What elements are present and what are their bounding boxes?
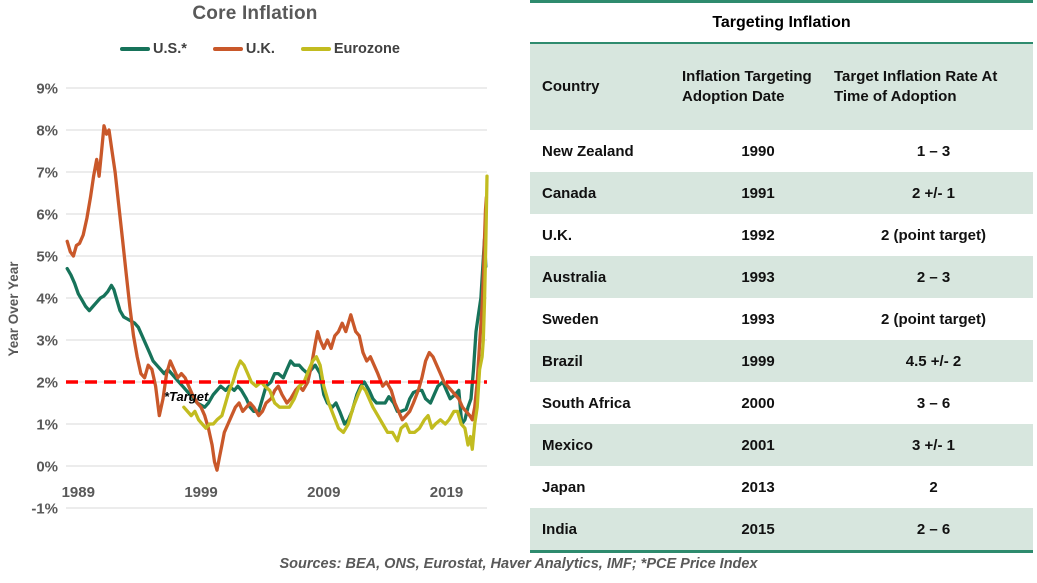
country-cell: Mexico	[542, 436, 593, 454]
y-tick-label: 0%	[36, 459, 58, 476]
table-row: Australia 1993 2 – 3	[530, 256, 1033, 298]
date-cell: 2015	[741, 520, 775, 538]
date-cell: 1993	[741, 268, 775, 286]
series-line-us	[65, 237, 488, 426]
core-inflation-chart-panel: Core Inflation U.S.* U.K. Eurozone Year …	[0, 3, 520, 518]
us-line-swatch-icon	[120, 47, 151, 51]
target-cell: 3 +/- 1	[912, 436, 955, 454]
column-header-adoption-date: Inflation Targeting Adoption Date	[682, 67, 812, 105]
target-cell: 2 – 3	[916, 268, 951, 286]
date-cell: 1999	[741, 352, 775, 370]
country-cell: Brazil	[542, 352, 583, 370]
target-cell: 3 – 6	[916, 394, 951, 412]
series-line-uk	[65, 124, 489, 472]
x-tick-label: 2019	[430, 484, 463, 501]
table-row: Sweden 1993 2 (point target)	[530, 298, 1033, 340]
y-tick-label: 8%	[36, 123, 58, 140]
x-tick-label: 1989	[62, 484, 95, 501]
country-cell: Sweden	[542, 310, 599, 328]
table-row: U.K. 1992 2 (point target)	[530, 214, 1033, 256]
table-header-row: Country Inflation Targeting Adoption Dat…	[530, 44, 1033, 130]
column-header-country: Country	[542, 77, 600, 95]
target-annotation: *Target	[164, 389, 209, 404]
chart-title: Core Inflation	[192, 3, 318, 24]
table-row: Mexico 2001 3 +/- 1	[530, 424, 1033, 466]
target-cell: 2 (point target)	[881, 310, 986, 328]
y-tick-label: 9%	[36, 81, 58, 98]
legend-label-eurozone: Eurozone	[333, 41, 400, 57]
target-cell: 2 – 6	[916, 520, 951, 538]
date-cell: 2000	[741, 394, 775, 412]
date-cell: 1990	[741, 142, 775, 160]
legend-label-us: U.S.*	[153, 41, 187, 57]
y-tick-label: 6%	[36, 207, 58, 224]
table-title: Targeting Inflation	[530, 3, 1033, 44]
date-cell: 2013	[741, 478, 775, 496]
country-cell: Australia	[542, 268, 607, 286]
legend-item-uk: U.K.	[212, 41, 275, 57]
country-cell: India	[542, 520, 578, 538]
date-cell: 2001	[741, 436, 775, 454]
uk-line-swatch-icon	[212, 47, 243, 51]
table-row: Japan 2013 2	[530, 466, 1033, 508]
table-body: New Zealand 1990 1 – 3 Canada 1991 2 +/-…	[530, 130, 1033, 553]
target-cell: 2	[929, 478, 938, 496]
target-cell: 2 +/- 1	[912, 184, 955, 202]
table-row: India 2015 2 – 6	[530, 508, 1033, 550]
country-cell: Japan	[542, 478, 586, 496]
target-cell: 1 – 3	[916, 142, 951, 160]
targeting-inflation-table: Targeting Inflation Country Inflation Ta…	[530, 0, 1033, 553]
legend-item-eurozone: Eurozone	[300, 41, 400, 57]
chart-legend: U.S.* U.K. Eurozone	[0, 41, 520, 57]
country-cell: South Africa	[542, 394, 631, 412]
country-cell: U.K.	[542, 226, 572, 244]
target-cell: 2 (point target)	[881, 226, 986, 244]
y-tick-label: 1%	[36, 417, 58, 434]
target-cell: 4.5 +/- 2	[905, 352, 962, 370]
date-cell: 1992	[741, 226, 775, 244]
y-tick-label: -1%	[31, 501, 58, 518]
y-tick-label: 5%	[36, 249, 58, 266]
sources-note: Sources: BEA, ONS, Eurostat, Haver Analy…	[279, 556, 758, 572]
table-row: South Africa 2000 3 – 6	[530, 382, 1033, 424]
y-tick-label: 7%	[36, 165, 58, 182]
country-cell: Canada	[542, 184, 597, 202]
table-row: New Zealand 1990 1 – 3	[530, 130, 1033, 172]
y-tick-label: 2%	[36, 375, 58, 392]
table-row: Brazil 1999 4.5 +/- 2	[530, 340, 1033, 382]
chart-plot-area: 9% 8% 7% 6% 5% 4% 3% 2% 1% 0% -1%1989 1999 2009 2019 *…	[31, 81, 489, 518]
x-tick-label: 2009	[307, 484, 340, 501]
date-cell: 1993	[741, 310, 775, 328]
column-header-target-rate: Target Inflation Rate At Time of Adoptio…	[834, 67, 998, 105]
series-line-eurozone	[182, 174, 489, 451]
country-cell: New Zealand	[542, 142, 634, 160]
y-tick-label: 4%	[36, 291, 58, 308]
date-cell: 1991	[741, 184, 775, 202]
eurozone-line-swatch-icon	[300, 47, 331, 51]
y-tick-label: 3%	[36, 333, 58, 350]
x-tick-label: 1999	[184, 484, 217, 501]
table-row: Canada 1991 2 +/- 1	[530, 172, 1033, 214]
legend-label-uk: U.K.	[245, 41, 275, 57]
legend-item-us: U.S.*	[120, 41, 187, 57]
